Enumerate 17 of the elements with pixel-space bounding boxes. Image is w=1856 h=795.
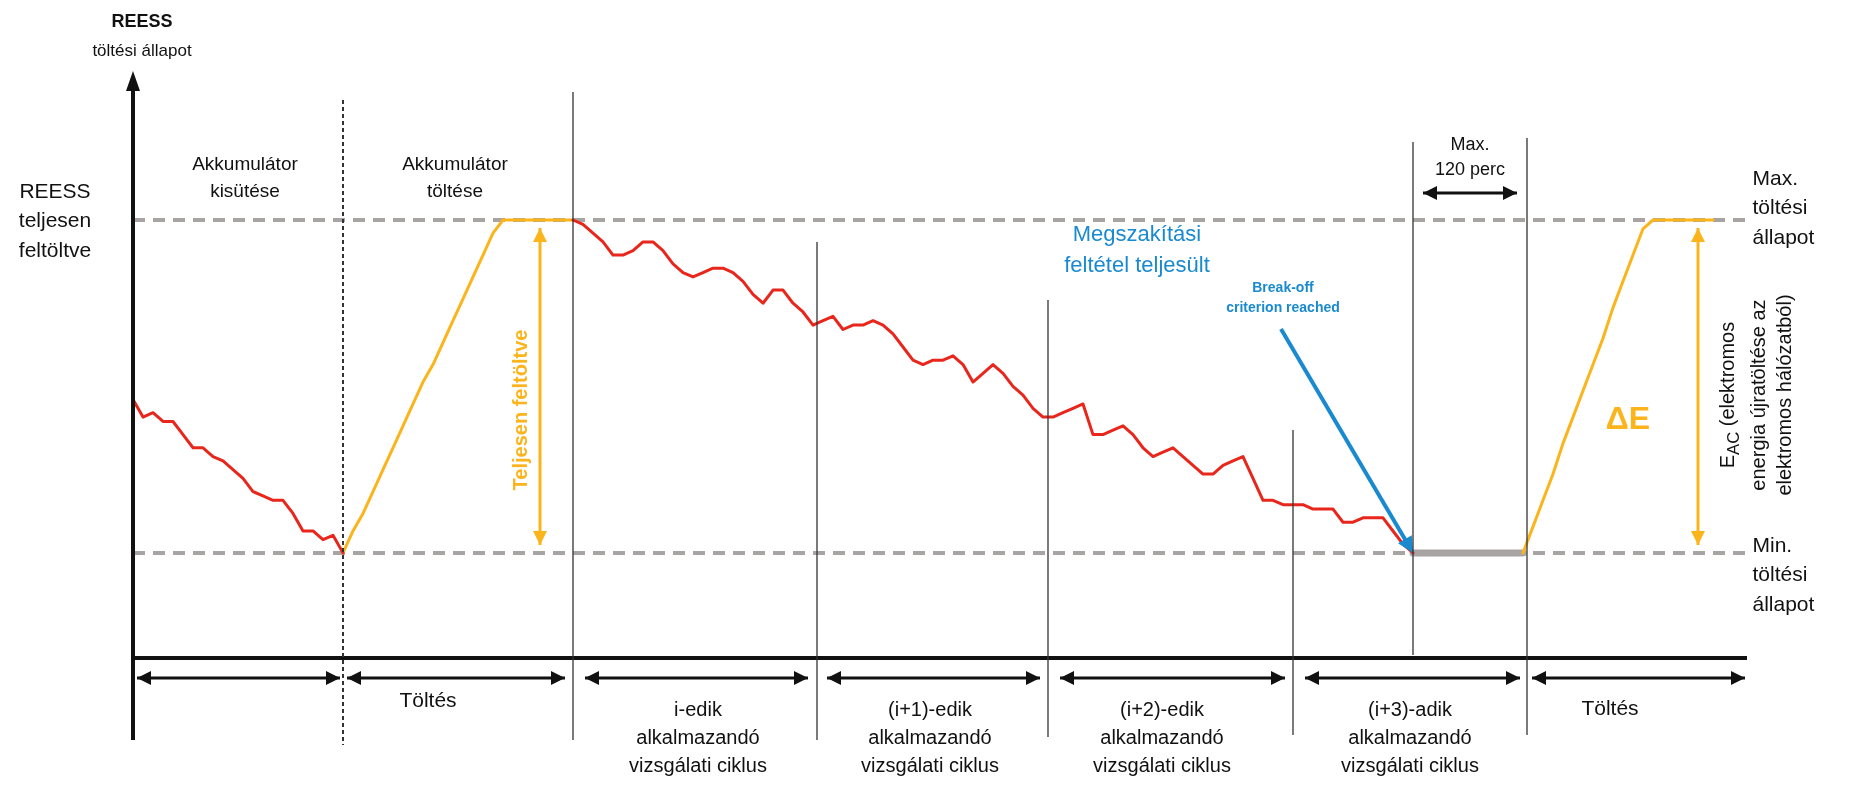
text: (i+1)-edik alkalmazandó vizsgálati ciklus: [860, 697, 1000, 778]
text: (i+3)-adik alkalmazandó vizsgálati ciklus: [1340, 697, 1480, 778]
text: Töltés: [1581, 695, 1639, 722]
annotation: ΔE: [1605, 398, 1651, 438]
text: Max. 120 perc: [1434, 132, 1506, 181]
text: REESS töltési állapot: [92, 10, 192, 62]
annotation: Teljesen feltöltve: [508, 329, 532, 491]
annotation: Break-off criterion reached: [1226, 278, 1340, 317]
ref-line-label: Max. töltési állapot: [1752, 164, 1816, 250]
text: REESS teljesen feltöltve: [17, 177, 93, 263]
text: i-edik alkalmazandó vizsgálati ciklus: [628, 697, 768, 778]
text: Töltés: [399, 687, 457, 714]
text: Akkumulátor töltése: [401, 152, 509, 203]
ref-line-label: Min. töltési állapot: [1752, 531, 1816, 617]
text: Akkumulátor kisütése: [191, 152, 299, 203]
annotation: Megszakítási feltétel teljesült: [1063, 220, 1211, 279]
text: (i+2)-edik alkalmazandó vizsgálati ciklus: [1092, 697, 1232, 778]
